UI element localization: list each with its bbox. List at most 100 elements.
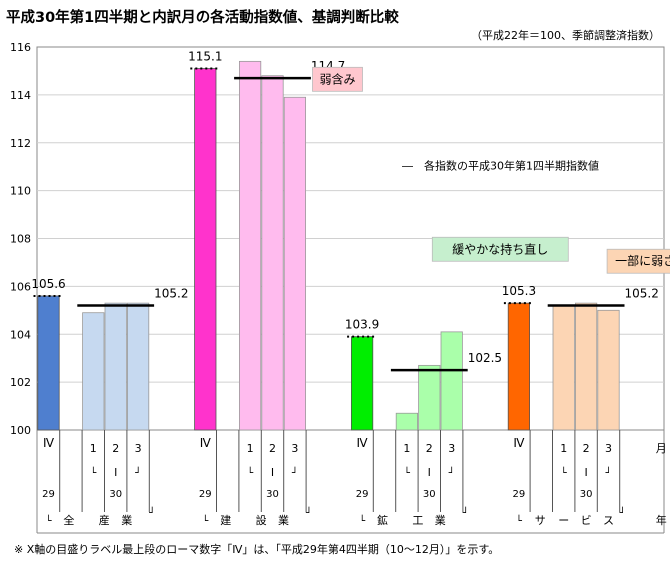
sector-name-char: 業 — [278, 514, 289, 527]
x-tick-label: 3 — [448, 442, 455, 455]
x-tick-label: └ — [247, 466, 254, 479]
sector-name-char: 業 — [435, 514, 446, 527]
y-tick-label: 112 — [10, 137, 31, 150]
y-tick-label: 100 — [10, 424, 31, 437]
x-tick-label: ┘ — [463, 506, 469, 519]
sector-name-char: 産 — [99, 514, 110, 527]
x-tick-label: 2 — [112, 442, 119, 455]
y-tick-label: 108 — [10, 233, 31, 246]
x-tick-label: 3 — [291, 442, 298, 455]
sector-name-char: サ — [535, 514, 546, 527]
x-tick-label: 30 — [109, 489, 122, 500]
sector-name-char: 設 — [256, 513, 267, 527]
y-tick-label: 102 — [10, 376, 31, 389]
annotation-box — [606, 248, 670, 274]
legend-text: ― 各指数の平成30年第1四半期指数値 — [402, 158, 599, 172]
x-tick-label: 3 — [605, 442, 612, 455]
x-tick-label: ┘ — [149, 506, 155, 519]
y-tick-label: 106 — [10, 280, 31, 293]
x-tick-label: Ⅰ — [428, 466, 431, 479]
month-bar — [82, 312, 105, 431]
x-tick-label: 2 — [583, 442, 590, 455]
x-tick-label: 1 — [403, 442, 410, 455]
q4-bar — [507, 302, 531, 431]
x-tick-label: 2 — [269, 442, 276, 455]
month-bar — [418, 364, 441, 431]
data-label: 115.1 — [188, 50, 222, 64]
y-tick-label: 114 — [10, 89, 31, 102]
x-tick-label: 29 — [513, 489, 526, 500]
x-tick-label: └ — [359, 514, 366, 527]
x-tick-label: Ⅳ — [200, 436, 211, 450]
sector-name-char: ス — [603, 514, 614, 527]
y-tick-label: 116 — [10, 41, 31, 54]
x-tick-label: └ — [45, 514, 52, 527]
x-tick-label: 3 — [135, 442, 142, 455]
x-tick-label: └ — [516, 514, 523, 527]
sector-name-char: 鉱 — [377, 513, 388, 527]
q4-bar — [350, 336, 374, 431]
x-tick-label: └ — [561, 466, 568, 479]
month-bar — [552, 305, 575, 431]
x-tick-label: 1 — [90, 442, 97, 455]
x-tick-label: 1 — [247, 442, 254, 455]
data-label: 105.6 — [31, 277, 65, 291]
x-axis-month-label: 月 — [656, 442, 667, 455]
month-bar — [104, 302, 127, 431]
x-tick-label: 29 — [42, 489, 55, 500]
annotation-box — [312, 66, 363, 92]
x-tick-label: └ — [90, 466, 97, 479]
month-bar — [575, 302, 598, 431]
month-bar — [440, 331, 463, 431]
sector-name-char: 業 — [121, 514, 132, 527]
q4-bar — [194, 68, 217, 431]
sector-name-char: 工 — [412, 514, 423, 527]
chart-subtitle: （平成22年＝100、季節調整済指数） — [471, 29, 660, 42]
x-tick-label: Ⅰ — [584, 466, 587, 479]
annotation-text: 弱含み — [319, 71, 355, 86]
data-label: 105.2 — [625, 287, 659, 301]
x-tick-label: ┘ — [619, 506, 625, 519]
sector-name-char: ビ — [581, 514, 592, 527]
x-tick-label: Ⅰ — [114, 466, 117, 479]
sector-name-char: ー — [558, 514, 569, 527]
month-bar — [395, 412, 419, 431]
month-bar — [597, 309, 620, 431]
x-tick-label: Ⅳ — [513, 436, 524, 450]
month-bar — [127, 302, 150, 431]
x-tick-label: 2 — [426, 442, 433, 455]
x-tick-label: └ — [404, 466, 411, 479]
x-tick-label: ┘ — [135, 466, 141, 479]
x-tick-label: Ⅳ — [357, 436, 368, 450]
y-tick-label: 110 — [10, 185, 31, 198]
x-tick-label: 30 — [423, 489, 436, 500]
x-tick-label: └ — [202, 514, 209, 527]
month-bar — [261, 75, 284, 431]
x-tick-label: ┘ — [449, 466, 455, 479]
annotation-text: 一部に弱さ — [615, 253, 670, 268]
x-tick-label: 29 — [199, 489, 212, 500]
month-bar — [283, 96, 307, 431]
q4-bar — [37, 295, 60, 431]
x-tick-label: Ⅰ — [271, 466, 274, 479]
x-tick-label: ┘ — [605, 466, 611, 479]
data-label: 105.2 — [154, 287, 188, 301]
data-label: 103.9 — [345, 318, 379, 332]
y-tick-label: 104 — [10, 328, 31, 341]
sector-name-char: 建 — [220, 513, 231, 527]
x-tick-label: 29 — [356, 489, 369, 500]
x-tick-label: 1 — [560, 442, 567, 455]
x-tick-label: 30 — [266, 489, 279, 500]
annotation-box — [431, 236, 569, 262]
annotation-text: 緩やかな持ち直し — [452, 241, 548, 256]
x-tick-label: ┘ — [306, 506, 312, 519]
chart-title: 平成30年第1四半期と内訳月の各活動指数値、基調判断比較 — [6, 10, 399, 26]
x-tick-label: 30 — [580, 489, 593, 500]
x-tick-label: Ⅳ — [43, 436, 54, 450]
month-bar — [238, 60, 262, 431]
sector-name-char: 全 — [63, 513, 74, 527]
x-axis-year-label: 年 — [656, 513, 667, 527]
data-label: 105.3 — [502, 284, 536, 298]
data-label: 102.5 — [468, 351, 502, 365]
